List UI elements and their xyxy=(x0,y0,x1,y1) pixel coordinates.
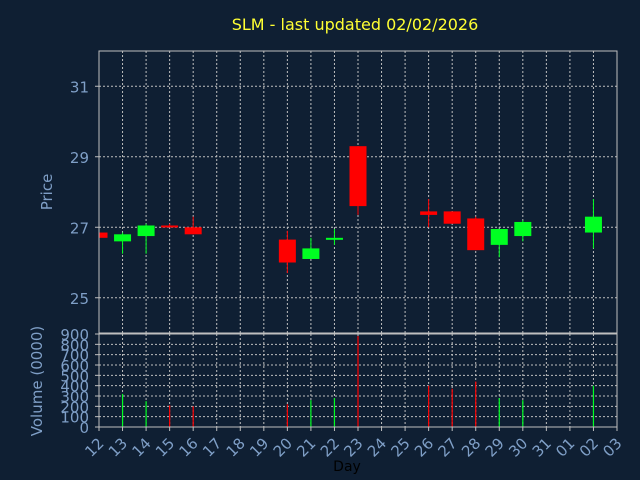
x-tick-label: 18 xyxy=(223,434,249,460)
x-tick-label: 01 xyxy=(552,434,578,460)
candle-body xyxy=(278,239,296,263)
candle xyxy=(98,232,108,238)
candles xyxy=(98,146,602,274)
x-tick-label: 29 xyxy=(482,434,508,460)
candle xyxy=(161,223,179,228)
volume-tick-label: 200 xyxy=(60,398,89,416)
candle xyxy=(325,229,343,245)
candle xyxy=(514,220,532,242)
candle-body xyxy=(349,146,367,207)
x-tick-label: 13 xyxy=(105,434,131,460)
x-tick-label: 12 xyxy=(81,434,107,460)
x-tick-label: 16 xyxy=(176,434,202,460)
x-tick-label: 26 xyxy=(411,434,437,460)
candle-body xyxy=(490,229,508,245)
candle-body xyxy=(184,227,202,235)
candle xyxy=(184,216,202,235)
candle xyxy=(490,229,508,258)
x-tick-label: 22 xyxy=(317,434,343,460)
candle xyxy=(278,230,296,274)
price-tick-label: 31 xyxy=(70,78,89,96)
candle-body xyxy=(443,211,461,224)
price-panel: 25 27 29 31 xyxy=(70,50,618,334)
price-tick-label: 25 xyxy=(70,290,89,308)
candle xyxy=(137,223,155,254)
x-tick-label: 31 xyxy=(529,434,555,460)
chart-title: SLM - last updated 02/02/2026 xyxy=(232,15,479,34)
candle xyxy=(302,237,320,259)
volume-axis-label: Volume (0000) xyxy=(28,326,46,436)
volume-tick-label: 100 xyxy=(60,409,89,427)
candle xyxy=(467,216,485,251)
candle-body xyxy=(161,225,179,228)
x-tick-label: 25 xyxy=(387,434,413,460)
x-tick-label: 14 xyxy=(128,434,154,460)
x-tick-label: 19 xyxy=(246,434,272,460)
candle-body xyxy=(467,218,485,251)
x-tick-label: 21 xyxy=(293,434,319,460)
candle-body xyxy=(325,237,343,240)
volume-tick-label: 0 xyxy=(79,419,89,437)
volume-tick-label: 700 xyxy=(60,347,89,365)
x-tick-label: 28 xyxy=(458,434,484,460)
price-tick-label: 27 xyxy=(70,219,89,237)
price-plot-frame xyxy=(98,50,618,334)
candle-body xyxy=(137,225,155,237)
x-axis-label: Day xyxy=(333,459,361,475)
candle xyxy=(584,199,602,249)
x-tick-label: 20 xyxy=(270,434,296,460)
x-tick-label: 03 xyxy=(599,434,625,460)
volume-tick-label: 500 xyxy=(60,367,89,385)
candle xyxy=(114,232,132,254)
price-axis-label: Price xyxy=(38,174,56,211)
candle xyxy=(420,199,438,228)
candle xyxy=(349,146,367,215)
x-tick-label: 27 xyxy=(435,434,461,460)
volume-bars xyxy=(121,336,595,427)
candle-body xyxy=(99,232,108,238)
volume-tick-label: 800 xyxy=(60,336,89,354)
x-tick-label: 15 xyxy=(152,434,178,460)
x-tick-label: 23 xyxy=(340,434,366,460)
x-tick-label: 02 xyxy=(576,434,602,460)
candle-body xyxy=(584,216,602,233)
price-tick-label: 29 xyxy=(70,149,89,167)
candle-body xyxy=(514,221,532,237)
candle-body xyxy=(420,211,438,215)
price-grid xyxy=(99,51,617,333)
x-tick-label: 24 xyxy=(364,434,390,460)
volume-tick-label: 900 xyxy=(60,326,89,344)
volume-tick-label: 600 xyxy=(60,357,89,375)
x-tick-label: 17 xyxy=(199,434,225,460)
x-axis-ticks: 1213141516171819202122232425262728293031… xyxy=(81,427,626,461)
price-axis-ticks: 25 27 29 31 xyxy=(70,78,99,308)
volume-tick-label: 300 xyxy=(60,388,89,406)
x-tick-label: 30 xyxy=(505,434,531,460)
candle xyxy=(443,211,461,224)
candle-body xyxy=(302,248,320,259)
volume-tick-label: 400 xyxy=(60,378,89,396)
candle-body xyxy=(114,234,132,242)
